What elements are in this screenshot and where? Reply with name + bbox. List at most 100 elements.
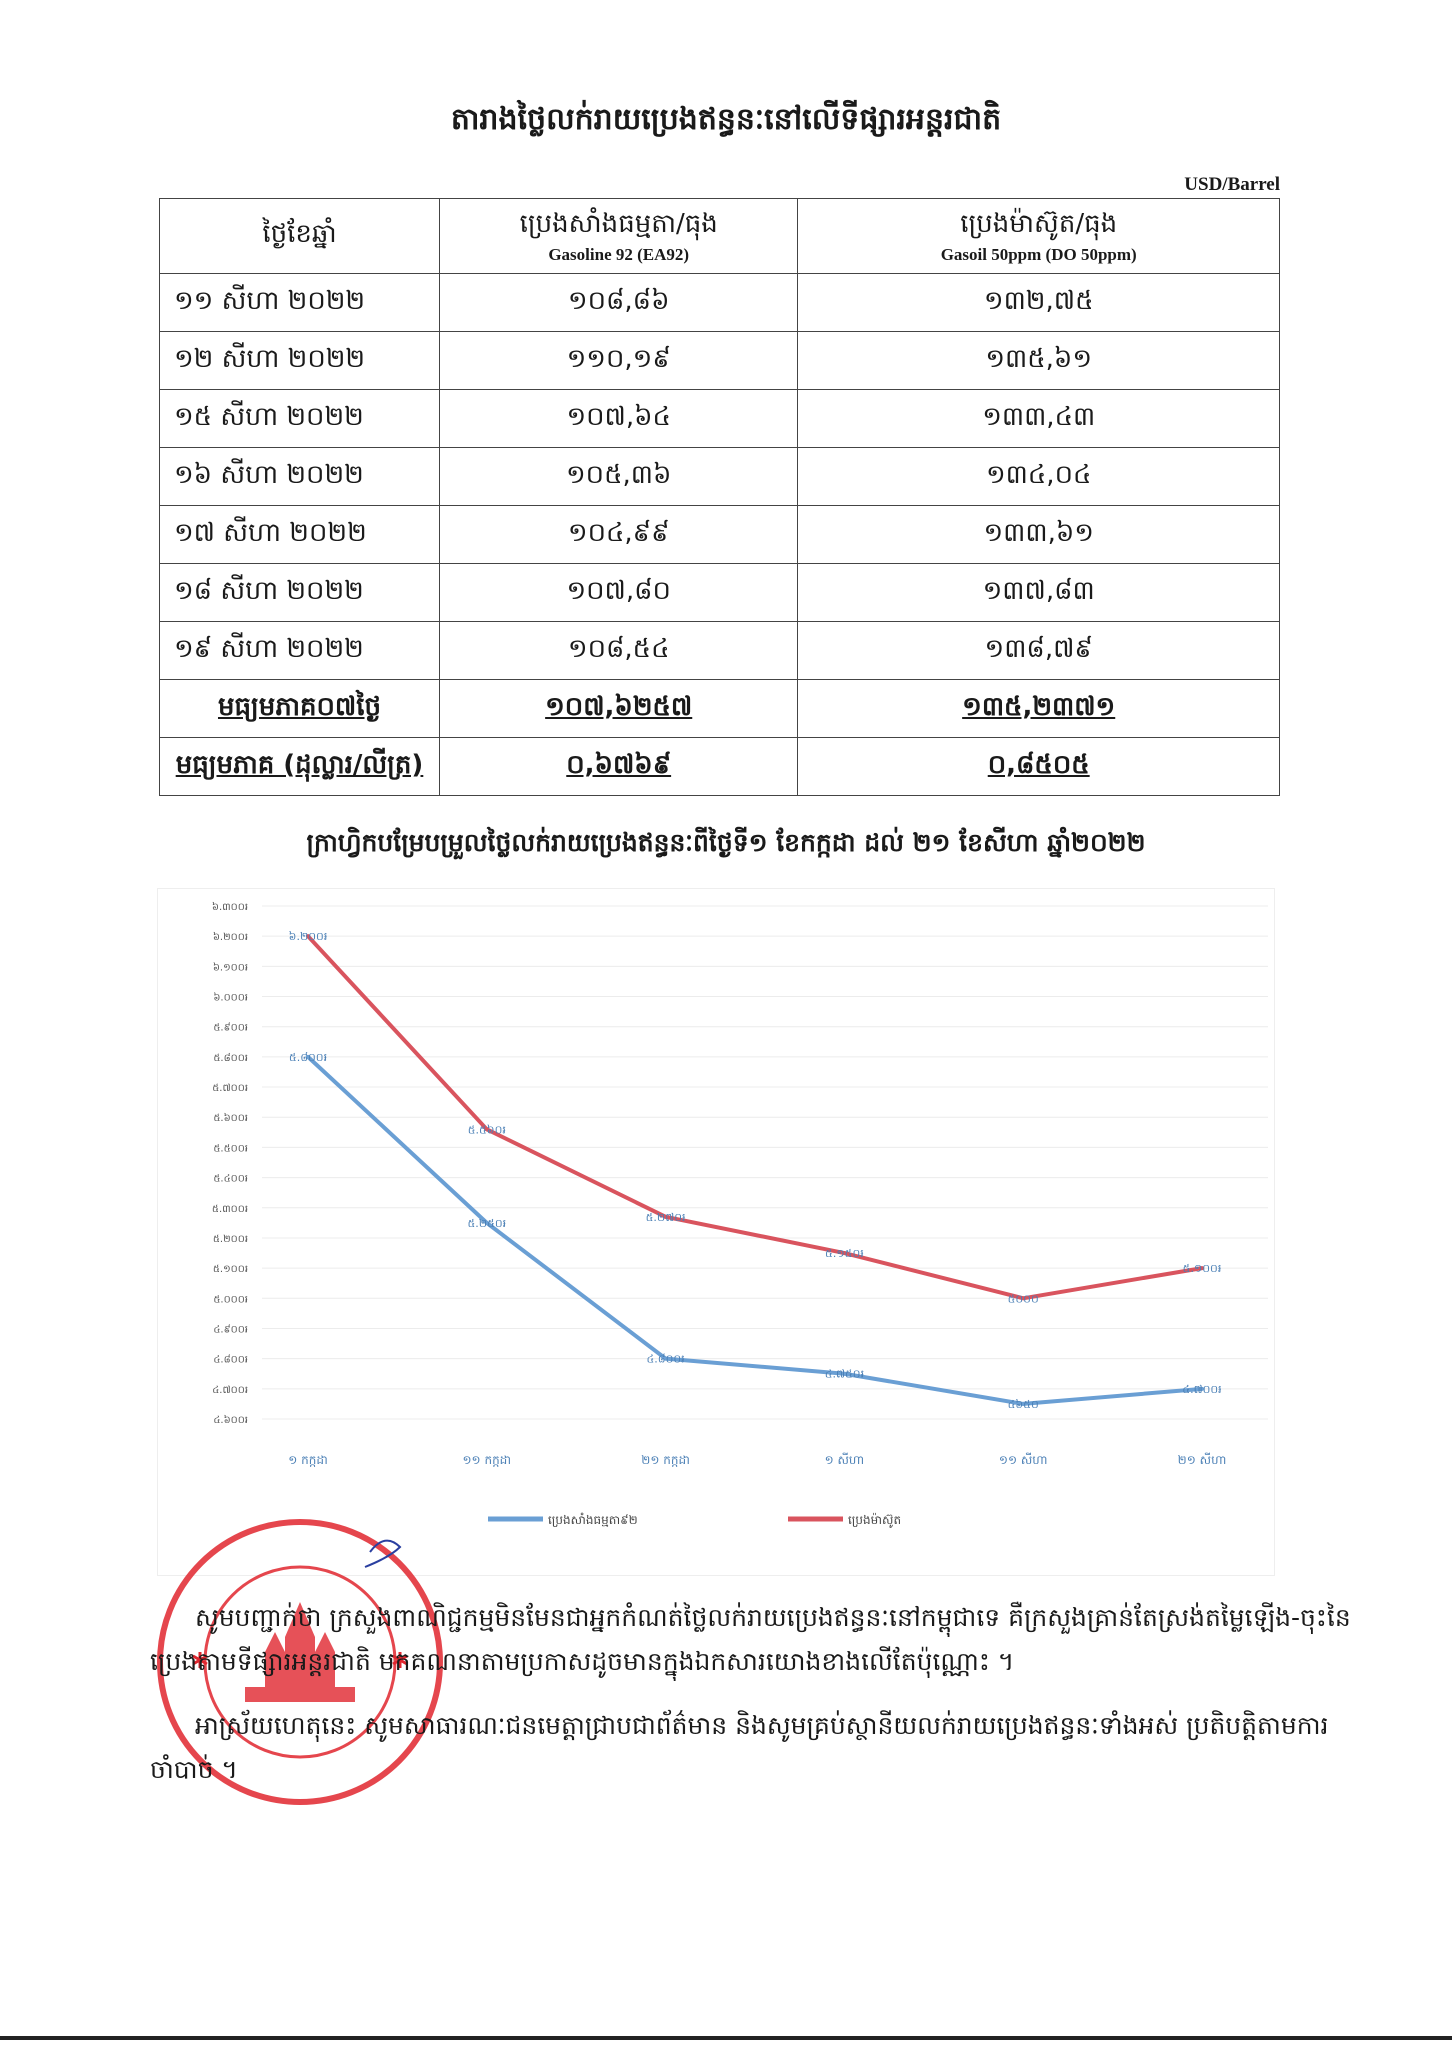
gasoline-cell: ១០៧,៨០ [438, 563, 799, 622]
series-line-1 [306, 934, 1203, 1301]
data-point [1200, 1266, 1204, 1271]
y-tick-label: ៤.៩០០៛ [213, 1323, 248, 1335]
date-cell: ១១ សីហា ២០២២ [159, 273, 440, 332]
document-title: តារាងថ្លៃលក់រាយប្រេងឥន្ធនៈនៅលើទីផ្សារអន្… [450, 102, 1002, 137]
gasoline-cell: ១០៤,៩៩ [438, 505, 799, 564]
cell-text: ១០៧,៦២៥៧ [545, 691, 693, 722]
price-table: ថ្ងៃខែឆ្នាំ ប្រេងសាំងធម្មតា/ធុង Gasoline … [159, 198, 1280, 796]
date-cell: មធ្យមភាគ (ដុល្លារ/លីត្រ) [159, 737, 440, 796]
x-tick-label: ១ កក្កដា [288, 1453, 328, 1467]
data-point [842, 1371, 847, 1376]
x-tick-label: ២១ សីហា [1178, 1452, 1227, 1467]
cell-text: ១៣៥,២៣៧១ [962, 691, 1116, 722]
unit-label: USD/Barrel [1184, 174, 1280, 195]
diesel-cell: ១៣៥,៦១ [797, 331, 1280, 390]
diesel-cell: ១៣៧,៨៣ [797, 563, 1280, 622]
series-line-0 [306, 1055, 1203, 1406]
y-tick-label: ៦.២០០៛ [213, 931, 248, 943]
x-tick-label: ១១ សីហា [999, 1452, 1048, 1467]
header-date-label: ថ្ងៃខែឆ្នាំ [262, 219, 337, 249]
table-row: ១៨ សីហា ២០២២ ១០៧,៨០ ១៣៧,៨៣ [159, 563, 1280, 622]
cell-text: ១៣៣,៤៣ [982, 401, 1096, 432]
date-cell: ១៧ សីហា ២០២២ [159, 505, 440, 564]
table-row: ១៥ សីហា ២០២២ ១០៧,៦៤ ១៣៣,៤៣ [159, 389, 1280, 448]
chart-svg: ៦.៣០០៛៦.២០០៛៦.១០០៛៦.០០០៛៥.៩០០៛៥.៨០០៛៥.៧០… [212, 901, 1268, 1528]
date-cell: ១២ សីហា ២០២២ [159, 331, 440, 390]
cell-text: ១៩ សីហា ២០២២ [174, 633, 364, 664]
summary-row: មធ្យមភាគ (ដុល្លារ/លីត្រ) ០,៦៧៦៩ ០,៨៥០៥ [159, 737, 1280, 796]
data-label: ៥.៨០០៛ [289, 1051, 327, 1064]
y-tick-label: ៥.៩០០៛ [213, 1022, 248, 1034]
gasoline-cell: ១០៨,៨៦ [438, 273, 799, 332]
page-bottom-border [0, 2036, 1452, 2040]
data-point [663, 1214, 668, 1219]
data-label: ៤.៧៥០៛ [825, 1368, 864, 1381]
data-point [306, 1054, 310, 1059]
cell-text: ១៣៣,៦១ [983, 517, 1094, 548]
header-diesel-en: Gasoil 50ppm (DO 50ppm) [940, 245, 1137, 264]
y-tick-label: ៥.៨០០៛ [213, 1052, 248, 1064]
data-point [1200, 1386, 1204, 1391]
date-cell: ១៦ សីហា ២០២២ [159, 447, 440, 506]
cell-text: ១៣៤,០៤ [986, 459, 1092, 490]
data-point [1021, 1296, 1026, 1301]
gasoline-cell: ១០៥,៣៦ [438, 447, 799, 506]
cell-text: ១៨ សីហា ២០២២ [174, 575, 364, 606]
summary-row: មធ្យមភាគ០៧ថ្ងៃ ១០៧,៦២៥៧ ១៣៥,២៣៧១ [159, 679, 1280, 738]
y-tick-label: ៥.២០០៛ [213, 1234, 248, 1245]
cell-text: ១០៧,៦៤ [566, 401, 671, 432]
cell-text: ១១ សីហា ២០២២ [174, 285, 366, 316]
y-tick-label: ៦.៣០០៛ [212, 901, 248, 913]
diesel-cell: ១៣៥,២៣៧១ [797, 679, 1280, 738]
cell-text: ១៥ សីហា ២០២២ [174, 401, 364, 432]
cell-text: ១៣២,៧៥ [983, 285, 1094, 316]
cell-text: ១៧ សីហា ២០២២ [174, 517, 367, 548]
legend-label: ប្រេងម៉ាស៊ូត [848, 1512, 901, 1528]
data-label: ៥.១៥០៛ [825, 1247, 864, 1260]
header-date: ថ្ងៃខែឆ្នាំ [159, 198, 440, 274]
cell-text: មធ្យមភាគ០៧ថ្ងៃ [217, 691, 381, 722]
cell-text: មធ្យមភាគ (ដុល្លារ/លីត្រ) [175, 749, 424, 780]
data-point [1021, 1401, 1026, 1406]
data-point [484, 1127, 489, 1132]
diesel-cell: ១៣៣,៦១ [797, 505, 1280, 564]
y-tick-label: ៦.១០០៛ [213, 961, 248, 973]
cell-text: ១២ សីហា ២០២២ [174, 343, 366, 374]
data-label: ៥.១០០៛ [1183, 1262, 1222, 1275]
note-paragraph-2: អាស្រ័យហេតុនេះ សូមសាធារណៈជនមេត្តាជ្រាបជា… [150, 1711, 1329, 1784]
table-row: ១៩ សីហា ២០២២ ១០៨,៥៤ ១៣៨,៧៩ [159, 621, 1280, 680]
cell-text: ១០៨,៥៤ [567, 633, 670, 664]
data-label: ៤.៨០០៛ [647, 1353, 685, 1366]
date-cell: ១៩ សីហា ២០២២ [159, 621, 440, 680]
table-header-row: ថ្ងៃខែឆ្នាំ ប្រេងសាំងធម្មតា/ធុង Gasoline … [159, 198, 1280, 274]
y-tick-label: ៥.៦០០៛ [213, 1112, 248, 1124]
date-cell: ១៥ សីហា ២០២២ [159, 389, 440, 448]
legend-label: ប្រេងសាំងធម្មតា៩២ [548, 1512, 638, 1527]
gasoline-cell: ០,៦៧៦៩ [438, 737, 799, 796]
diesel-cell: ១៣២,៧៥ [797, 273, 1280, 332]
cell-text: ១៣៨,៧៩ [984, 633, 1093, 664]
cell-text: ១១០,១៩ [566, 343, 671, 374]
cell-text: ១០៨,៨៦ [567, 285, 670, 316]
gasoline-cell: ១០៧,៦២៥៧ [438, 679, 799, 738]
cell-text: ១៦ សីហា ២០២២ [174, 459, 364, 490]
table-row: ១៧ សីហា ២០២២ ១០៤,៩៩ ១៣៣,៦១ [159, 505, 1280, 564]
diesel-cell: ១៣៣,៤៣ [797, 389, 1280, 448]
data-label: ៥.២៧០៛ [646, 1211, 686, 1224]
date-cell: មធ្យមភាគ០៧ថ្ងៃ [159, 679, 440, 738]
gasoline-cell: ១០៨,៥៤ [438, 621, 799, 680]
cell-text: ១០៤,៩៩ [567, 517, 670, 548]
y-tick-label: ៥.៤០០៛ [213, 1174, 248, 1185]
data-label: ៥០០០ [1008, 1292, 1039, 1305]
seal-star-icon [392, 1652, 408, 1668]
header-diesel: ប្រេងម៉ាស៊ូត/ធុង Gasoil 50ppm (DO 50ppm) [797, 198, 1280, 274]
data-point [306, 934, 310, 939]
cell-text: ១៣៧,៨៣ [982, 575, 1095, 606]
seal-star-icon [192, 1652, 208, 1668]
date-cell: ១៨ សីហា ២០២២ [159, 563, 440, 622]
cell-text: ១៣៥,៦១ [985, 343, 1093, 374]
y-tick-label: ៦.០០០៛ [213, 992, 248, 1004]
header-diesel-km: ប្រេងម៉ាស៊ូត/ធុង [960, 209, 1118, 239]
x-tick-label: ១១ កក្កដា [462, 1453, 511, 1467]
data-point [842, 1251, 847, 1256]
